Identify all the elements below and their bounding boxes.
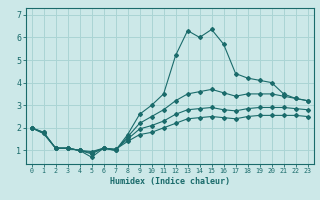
X-axis label: Humidex (Indice chaleur): Humidex (Indice chaleur) (109, 177, 230, 186)
